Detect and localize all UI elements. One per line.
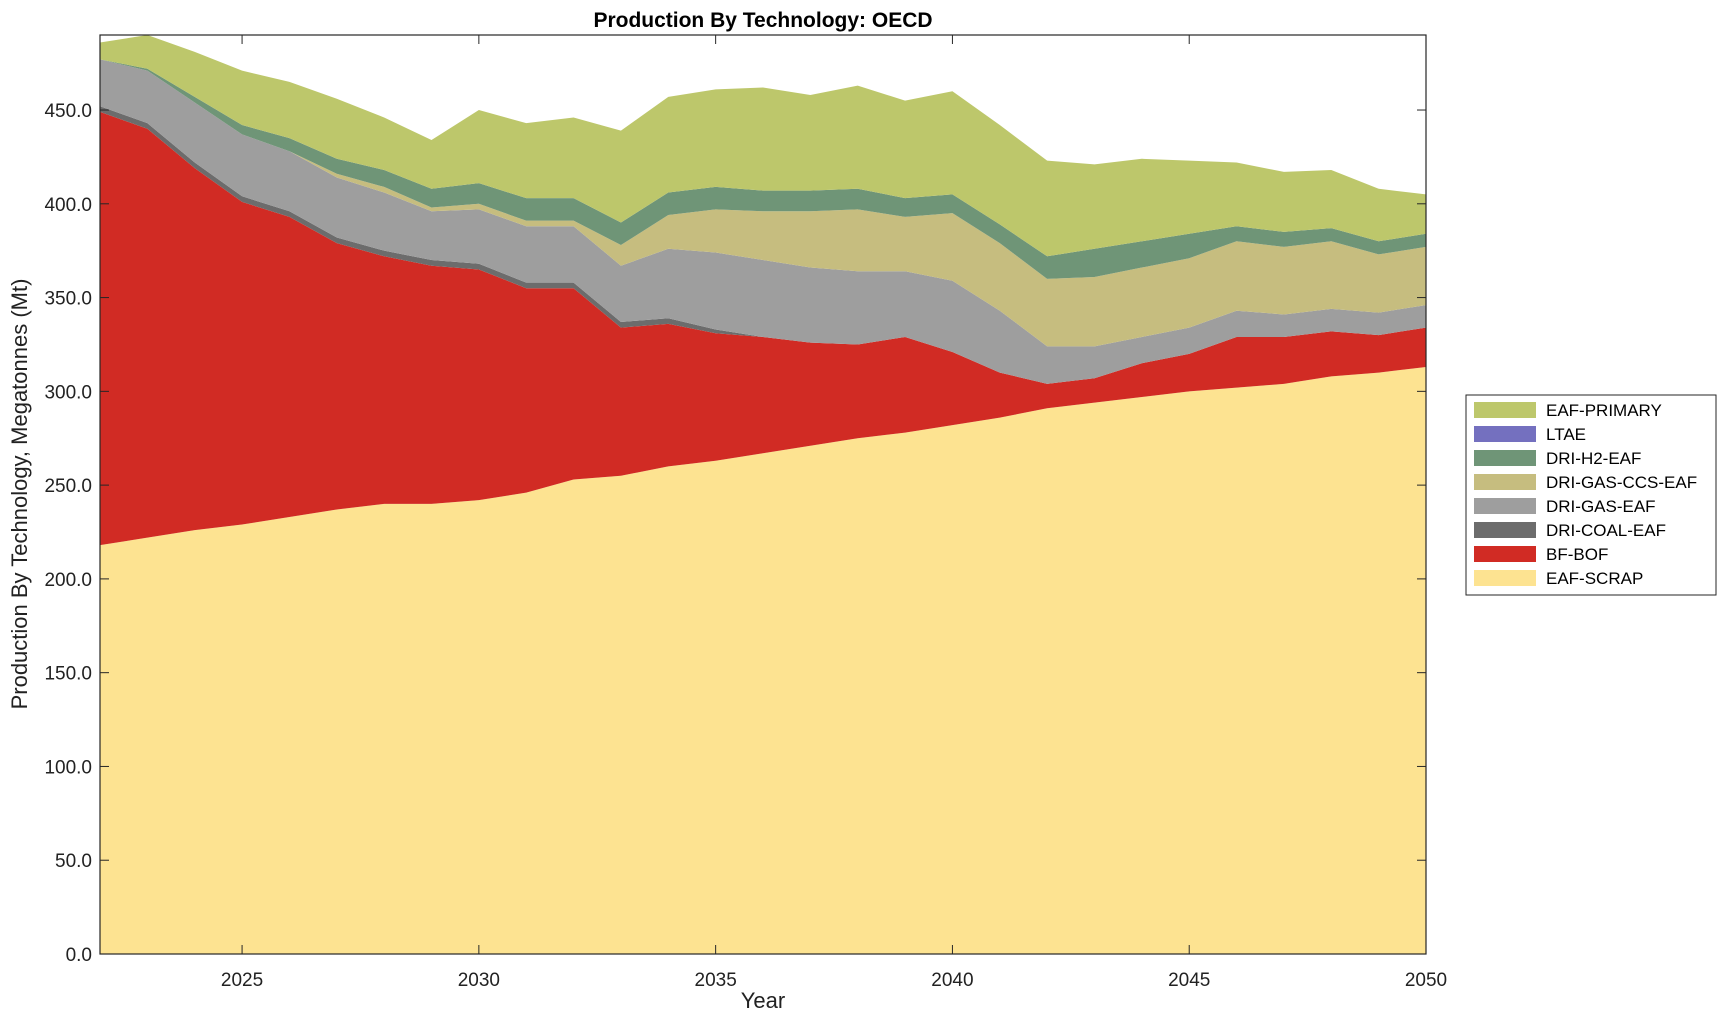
chart-title: Production By Technology: OECD [593, 9, 932, 32]
y-tick-label: 100.0 [44, 757, 92, 778]
legend-swatch-dri-gas-ccs-eaf [1474, 474, 1536, 490]
legend: EAF-PRIMARY LTAE DRI-H2-EAF DRI-GAS-CCS-EAF… [1465, 394, 1717, 596]
x-tick-label: 2040 [931, 970, 973, 991]
legend-label-dri-gas-eaf: DRI-GAS-EAF [1546, 497, 1656, 516]
area-eaf-primary [100, 35, 1426, 257]
legend-swatch-eaf-scrap [1474, 570, 1536, 586]
area-eaf-scrap [100, 366, 1426, 955]
y-axis-title: Production By Technology, Megatonnes (Mt… [7, 279, 32, 710]
x-axis-title: Year [741, 988, 785, 1013]
legend-swatch-dri-coal-eaf [1474, 522, 1536, 538]
legend-label-dri-gas-ccs-eaf: DRI-GAS-CCS-EAF [1546, 473, 1697, 492]
area-dri-gas-eaf [100, 59, 1426, 384]
y-tick-label: 200.0 [44, 570, 92, 591]
legend-swatch-ltae [1474, 426, 1536, 442]
x-tick-label: 2035 [695, 970, 737, 991]
y-tick-label: 350.0 [44, 289, 92, 310]
x-tick-label: 2030 [458, 970, 500, 991]
legend-label-eaf-scrap: EAF-SCRAP [1546, 569, 1643, 588]
y-tick-label: 50.0 [55, 851, 92, 872]
x-tick-label: 2045 [1168, 970, 1210, 991]
x-tick-label: 2050 [1405, 970, 1447, 991]
y-tick-label: 300.0 [44, 382, 92, 403]
legend-swatch-dri-h2-eaf [1474, 450, 1536, 466]
area-bf-bof [100, 111, 1426, 546]
y-tick-label: 450.0 [44, 101, 92, 122]
y-tick-label: 0.0 [66, 945, 92, 966]
legend-swatch-eaf-primary [1474, 402, 1536, 418]
y-tick-label: 150.0 [44, 664, 92, 685]
area-layers [100, 35, 1426, 955]
area-dri-h2-eaf [100, 59, 1426, 279]
plot-frame [99, 34, 1427, 955]
legend-label-ltae: LTAE [1546, 425, 1586, 444]
legend-swatch-dri-gas-eaf [1474, 498, 1536, 514]
legend-label-bf-bof: BF-BOF [1546, 545, 1608, 564]
legend-box [1465, 394, 1717, 596]
legend-label-eaf-primary: EAF-PRIMARY [1546, 401, 1662, 420]
legend-label-dri-coal-eaf: DRI-COAL-EAF [1546, 521, 1666, 540]
y-tick-label: 250.0 [44, 476, 92, 497]
x-axis-ticks: 2025 2030 2035 2040 2045 2050 [221, 35, 1447, 991]
y-tick-label: 400.0 [44, 195, 92, 216]
y-axis-ticks: 0.0 50.0 100.0 150.0 200.0 250.0 300.0 350.0 400… [44, 101, 1426, 966]
x-tick-label: 2025 [221, 970, 263, 991]
legend-label-dri-h2-eaf: DRI-H2-EAF [1546, 449, 1641, 468]
legend-swatch-bf-bof [1474, 546, 1536, 562]
